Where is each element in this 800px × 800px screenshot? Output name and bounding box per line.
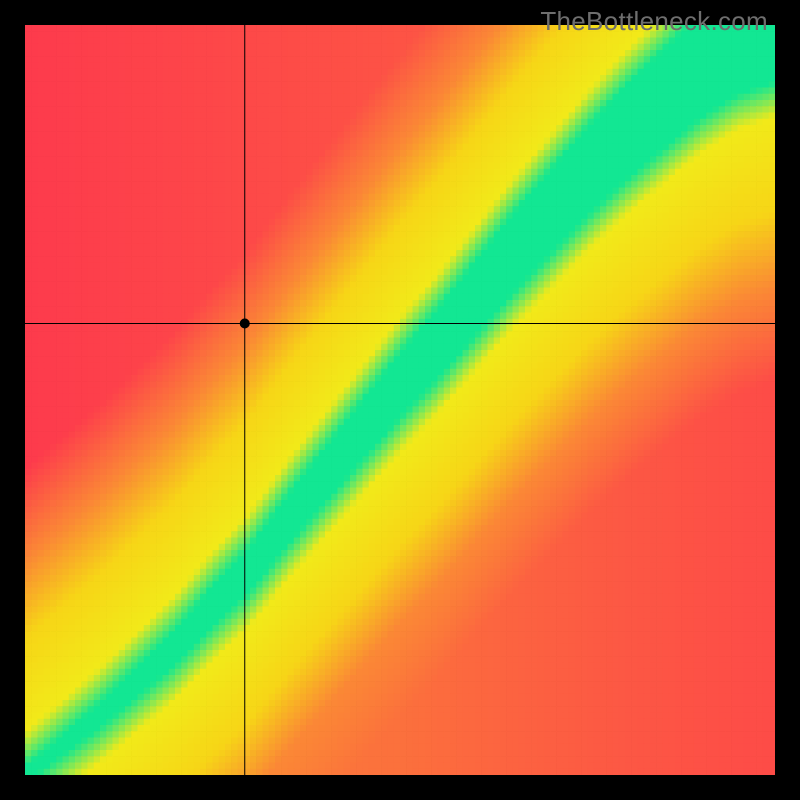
- watermark-text: TheBottleneck.com: [540, 6, 768, 37]
- bottleneck-heatmap: [25, 25, 775, 775]
